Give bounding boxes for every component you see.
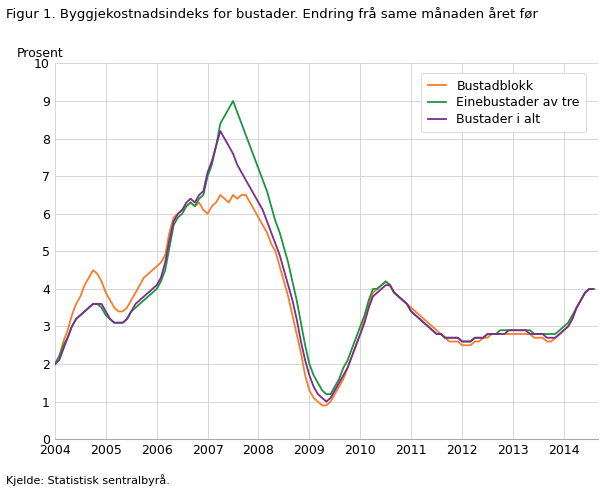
Einebustader av tre [522,327,529,333]
Bustadblokk [318,403,326,408]
Bustadblokk [573,305,580,311]
Bustadblokk [522,331,529,337]
Line: Einebustader av tre: Einebustader av tre [55,101,594,394]
Bustadblokk [255,215,262,221]
Bustadblokk [217,192,224,198]
Bustadblokk [276,264,284,269]
Einebustader av tre [276,230,284,236]
Bustader i alt [183,200,190,205]
Einebustader av tre [255,166,262,172]
Line: Bustadblokk: Bustadblokk [55,195,594,406]
Bustadblokk [590,286,597,292]
Bustader i alt [255,200,262,205]
Legend: Bustadblokk, Einebustader av tre, Bustader i alt: Bustadblokk, Einebustader av tre, Bustad… [422,74,586,132]
Text: Prosent: Prosent [17,47,63,60]
Einebustader av tre [340,365,347,371]
Bustader i alt [590,286,597,292]
Text: Kjelde: Statistisk sentralbyrå.: Kjelde: Statistisk sentralbyrå. [6,474,170,486]
Bustader i alt [217,128,224,134]
Bustadblokk [340,376,347,382]
Bustader i alt [51,361,59,367]
Line: Bustader i alt: Bustader i alt [55,131,594,402]
Text: Figur 1. Byggjekostnadsindeks for bustader. Endring frå same månaden året før: Figur 1. Byggjekostnadsindeks for bustad… [6,7,538,21]
Bustader i alt [573,305,580,311]
Bustader i alt [276,252,284,258]
Bustadblokk [183,203,190,209]
Bustader i alt [323,399,330,405]
Bustadblokk [51,361,59,367]
Einebustader av tre [573,305,580,311]
Einebustader av tre [323,391,330,397]
Bustader i alt [340,372,347,378]
Einebustader av tre [51,361,59,367]
Einebustader av tre [590,286,597,292]
Bustader i alt [522,327,529,333]
Einebustader av tre [229,98,237,104]
Einebustader av tre [183,203,190,209]
